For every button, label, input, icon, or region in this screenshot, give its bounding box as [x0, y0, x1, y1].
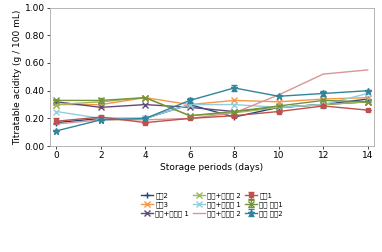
- X-axis label: Storage periods (days): Storage periods (days): [160, 163, 264, 172]
- Y-axis label: Titratable acidity (g / 100 mL): Titratable acidity (g / 100 mL): [13, 9, 22, 145]
- 백미+전분달 1: [232, 103, 236, 106]
- 백미+소덕분 1: [188, 106, 192, 109]
- 백미+전분달 2: [232, 111, 236, 114]
- 백미+소덕분 2: [54, 103, 58, 106]
- 백미+전분달 1: [188, 103, 192, 106]
- 백미+소덕분 2: [277, 106, 281, 109]
- 백미+전분달 2: [143, 118, 147, 121]
- 백미+소덕분 1: [366, 100, 370, 103]
- 백미+전분달 2: [99, 118, 103, 121]
- 백미2: [366, 98, 370, 101]
- 백미+전분달 2: [366, 69, 370, 72]
- 백미+전분달 1: [54, 110, 58, 113]
- 백미+전분달 2: [277, 93, 281, 97]
- 백미3: [188, 103, 192, 106]
- 백미3: [143, 96, 147, 99]
- 백미+소덕분 1: [99, 106, 103, 109]
- 백미+소덕분 2: [366, 100, 370, 103]
- 백미+소덕분 1: [321, 103, 325, 106]
- 백미+소덕분 1: [232, 110, 236, 113]
- 백미+전분달 2: [188, 117, 192, 120]
- 백미+소덕분 2: [143, 96, 147, 99]
- 백미+전분달 1: [99, 117, 103, 120]
- 백미3: [99, 103, 103, 106]
- 백미+소덕분 1: [277, 106, 281, 109]
- 백미+전분달 1: [366, 92, 370, 95]
- 백미2: [188, 103, 192, 106]
- 백미+소덕분 2: [232, 111, 236, 114]
- Line: 백미2: 백미2: [53, 96, 371, 126]
- 백미3: [232, 99, 236, 102]
- 백미+소덕분 1: [143, 103, 147, 106]
- 백미3: [277, 100, 281, 103]
- 백미2: [143, 117, 147, 120]
- 백미+소덕분 2: [321, 103, 325, 106]
- Line: 백미+소덕분 1: 백미+소덕분 1: [53, 99, 371, 114]
- 백미+소덕분 1: [54, 100, 58, 103]
- 백미+전분달 1: [143, 117, 147, 120]
- 백미+소덕분 2: [188, 114, 192, 117]
- Line: 백미+소덕분 2: 백미+소덕분 2: [53, 95, 371, 118]
- 백미3: [366, 96, 370, 99]
- 백미3: [54, 103, 58, 106]
- 백미2: [277, 106, 281, 109]
- 백미2: [99, 117, 103, 120]
- Line: 백미+전분달 2: 백미+전분달 2: [56, 70, 368, 124]
- Line: 백미3: 백미3: [53, 95, 371, 107]
- 백미+전분달 1: [321, 103, 325, 106]
- 백미2: [54, 121, 58, 124]
- 백미+전분달 2: [321, 73, 325, 76]
- 백미+전분달 2: [54, 122, 58, 125]
- Line: 백미+전분달 1: 백미+전분달 1: [53, 91, 371, 121]
- 백미3: [321, 98, 325, 101]
- 백미2: [321, 103, 325, 106]
- 백미+소덕분 2: [99, 100, 103, 103]
- 백미2: [232, 116, 236, 119]
- Legend: 백미2, 백미3, 백미+소덕분 1, 백미+소덕분 2, 백미+전분달 1, 백미+전분달 2, 백미1, 기타 재렄1, 기타 재렄2: 백미2, 백미3, 백미+소덕분 1, 백미+소덕분 2, 백미+전분달 1, …: [139, 191, 285, 218]
- 백미+전분달 1: [277, 106, 281, 109]
